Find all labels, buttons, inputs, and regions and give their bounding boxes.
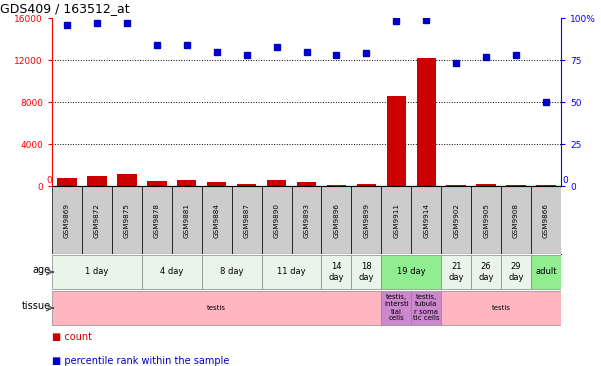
Text: testis: testis bbox=[207, 305, 226, 311]
Text: GSM9914: GSM9914 bbox=[423, 202, 429, 238]
Text: 18
day: 18 day bbox=[359, 262, 374, 282]
Text: GSM9866: GSM9866 bbox=[543, 202, 549, 238]
Bar bbox=[177, 180, 197, 186]
Bar bbox=[261, 255, 322, 289]
Bar bbox=[297, 182, 316, 186]
Text: 21
day: 21 day bbox=[448, 262, 464, 282]
Bar bbox=[231, 186, 261, 254]
Bar bbox=[202, 186, 231, 254]
Text: 0: 0 bbox=[46, 176, 52, 184]
Text: 19 day: 19 day bbox=[397, 268, 426, 276]
Bar bbox=[291, 186, 322, 254]
Text: GSM9872: GSM9872 bbox=[94, 202, 100, 238]
Text: GSM9896: GSM9896 bbox=[334, 202, 340, 238]
Bar bbox=[52, 291, 382, 325]
Bar bbox=[441, 255, 471, 289]
Bar bbox=[477, 184, 496, 186]
Text: tissue: tissue bbox=[22, 301, 50, 311]
Bar bbox=[322, 186, 352, 254]
Bar bbox=[147, 181, 166, 186]
Bar bbox=[447, 185, 466, 186]
Text: age: age bbox=[32, 265, 50, 275]
Bar bbox=[267, 180, 286, 186]
Text: ■ percentile rank within the sample: ■ percentile rank within the sample bbox=[52, 356, 230, 366]
Bar bbox=[237, 184, 257, 186]
Text: testis,
tubula
r soma
tic cells: testis, tubula r soma tic cells bbox=[413, 295, 439, 321]
Text: adult: adult bbox=[535, 268, 557, 276]
Text: GSM9905: GSM9905 bbox=[483, 202, 489, 238]
Bar bbox=[112, 186, 142, 254]
Text: GSM9890: GSM9890 bbox=[273, 202, 279, 238]
Text: GSM9869: GSM9869 bbox=[64, 202, 70, 238]
Bar bbox=[87, 176, 106, 186]
Text: GSM9899: GSM9899 bbox=[364, 202, 370, 238]
Text: 0: 0 bbox=[563, 176, 569, 184]
Text: GSM9908: GSM9908 bbox=[513, 202, 519, 238]
Bar bbox=[501, 255, 531, 289]
Text: 11 day: 11 day bbox=[277, 268, 306, 276]
Bar bbox=[471, 255, 501, 289]
Bar bbox=[202, 255, 261, 289]
Bar bbox=[82, 186, 112, 254]
Text: 8 day: 8 day bbox=[220, 268, 243, 276]
Text: GSM9911: GSM9911 bbox=[393, 202, 399, 238]
Bar bbox=[327, 184, 346, 186]
Text: 1 day: 1 day bbox=[85, 268, 109, 276]
Text: GSM9884: GSM9884 bbox=[214, 202, 220, 238]
Bar bbox=[261, 186, 291, 254]
Text: GSM9902: GSM9902 bbox=[453, 202, 459, 238]
Text: GSM9881: GSM9881 bbox=[184, 202, 190, 238]
Text: GDS409 / 163512_at: GDS409 / 163512_at bbox=[0, 3, 130, 15]
Text: testis,
intersti
tial
cells: testis, intersti tial cells bbox=[384, 295, 409, 321]
Text: 29
day: 29 day bbox=[508, 262, 524, 282]
Text: 14
day: 14 day bbox=[329, 262, 344, 282]
Text: GSM9875: GSM9875 bbox=[124, 202, 130, 238]
Bar bbox=[172, 186, 202, 254]
Bar bbox=[356, 184, 376, 186]
Text: 4 day: 4 day bbox=[160, 268, 183, 276]
Bar bbox=[382, 255, 441, 289]
Bar bbox=[382, 186, 411, 254]
Bar bbox=[386, 96, 406, 186]
Bar bbox=[117, 174, 136, 186]
Bar bbox=[507, 184, 526, 186]
Text: 26
day: 26 day bbox=[478, 262, 494, 282]
Bar bbox=[142, 255, 202, 289]
Bar bbox=[536, 184, 556, 186]
Bar bbox=[411, 186, 441, 254]
Bar bbox=[531, 255, 561, 289]
Bar bbox=[322, 255, 352, 289]
Bar bbox=[416, 58, 436, 186]
Bar bbox=[441, 186, 471, 254]
Text: GSM9887: GSM9887 bbox=[243, 202, 249, 238]
Bar bbox=[411, 291, 441, 325]
Bar bbox=[52, 255, 142, 289]
Bar bbox=[142, 186, 172, 254]
Text: GSM9878: GSM9878 bbox=[154, 202, 160, 238]
Bar bbox=[501, 186, 531, 254]
Bar bbox=[352, 255, 382, 289]
Bar bbox=[531, 186, 561, 254]
Bar bbox=[352, 186, 382, 254]
Bar bbox=[57, 178, 77, 186]
Bar bbox=[207, 182, 227, 186]
Bar bbox=[441, 291, 561, 325]
Bar bbox=[52, 186, 82, 254]
Text: GSM9893: GSM9893 bbox=[304, 202, 310, 238]
Text: testis: testis bbox=[492, 305, 511, 311]
Text: ■ count: ■ count bbox=[52, 332, 92, 342]
Bar bbox=[382, 291, 411, 325]
Bar bbox=[471, 186, 501, 254]
